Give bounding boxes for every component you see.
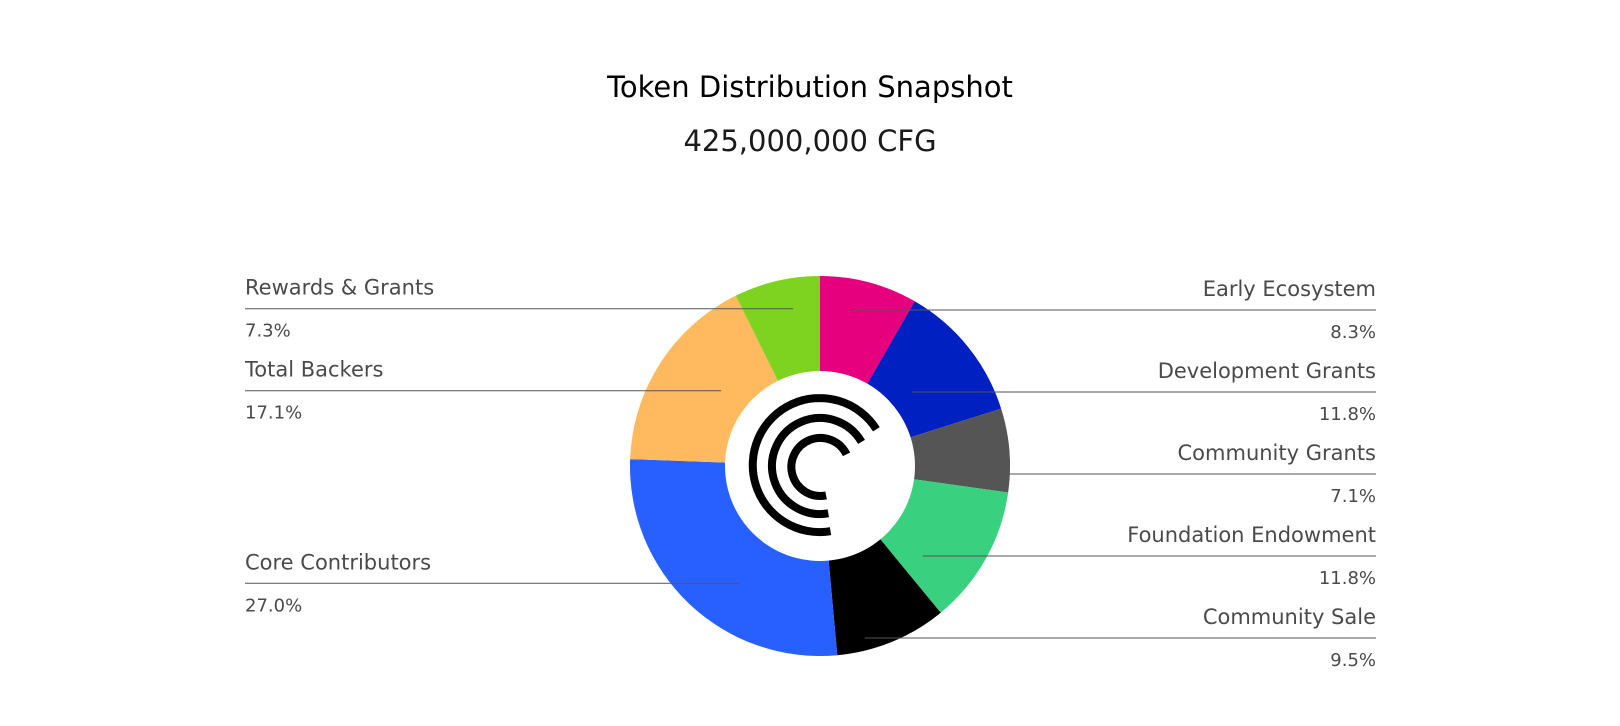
slice-value-foundation-endowment: 11.8% xyxy=(1319,568,1376,589)
slice-value-community-sale: 9.5% xyxy=(1330,650,1376,671)
slice-label-total-backers: Total Backers xyxy=(244,358,383,382)
slice-label-rewards-and-grants: Rewards & Grants xyxy=(245,276,434,300)
chart-subtitle: 425,000,000 CFG xyxy=(683,124,937,158)
slice-label-core-contributors: Core Contributors xyxy=(245,550,431,574)
slice-label-community-grants: Community Grants xyxy=(1178,441,1376,465)
slice-labels: Early Ecosystem 8.3% Development Grants 11.… xyxy=(244,276,1376,671)
slice-value-community-grants: 7.1% xyxy=(1330,486,1376,507)
slice-value-development-grants: 11.8% xyxy=(1319,404,1376,425)
slice-value-rewards-and-grants: 7.3% xyxy=(245,321,291,342)
centrifuge-logo-icon xyxy=(748,394,880,537)
slice-label-development-grants: Development Grants xyxy=(1158,359,1376,383)
slice-label-early-ecosystem: Early Ecosystem xyxy=(1203,277,1376,301)
slice-value-early-ecosystem: 8.3% xyxy=(1330,322,1376,343)
slice-value-total-backers: 17.1% xyxy=(245,403,302,424)
slice-value-core-contributors: 27.0% xyxy=(245,595,302,616)
chart-title: Token Distribution Snapshot xyxy=(607,70,1013,104)
slice-label-foundation-endowment: Foundation Endowment xyxy=(1127,523,1376,547)
slice-label-community-sale: Community Sale xyxy=(1203,605,1376,629)
